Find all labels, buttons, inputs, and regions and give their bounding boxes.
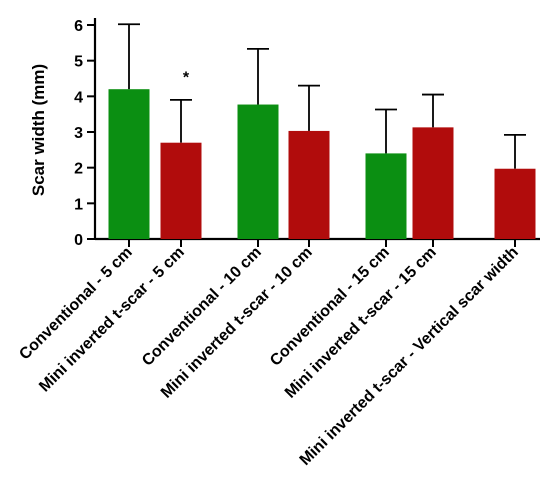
y-tick-label: 4: [74, 89, 83, 106]
significance-marker: *: [183, 70, 190, 87]
y-tick-label: 2: [74, 161, 83, 178]
bar: [288, 130, 330, 239]
bar: [237, 104, 279, 239]
bar: [108, 89, 150, 239]
bar: [412, 127, 454, 239]
y-tick-label: 1: [74, 196, 83, 213]
y-tick-label: 0: [74, 232, 83, 249]
y-tick-label: 5: [74, 54, 83, 71]
bar: [494, 168, 536, 239]
bar: [365, 153, 407, 239]
bar: [160, 142, 202, 239]
y-axis-title: Scar width (mm): [29, 64, 48, 196]
y-tick-label: 6: [74, 18, 83, 35]
y-tick-label: 3: [74, 125, 83, 142]
